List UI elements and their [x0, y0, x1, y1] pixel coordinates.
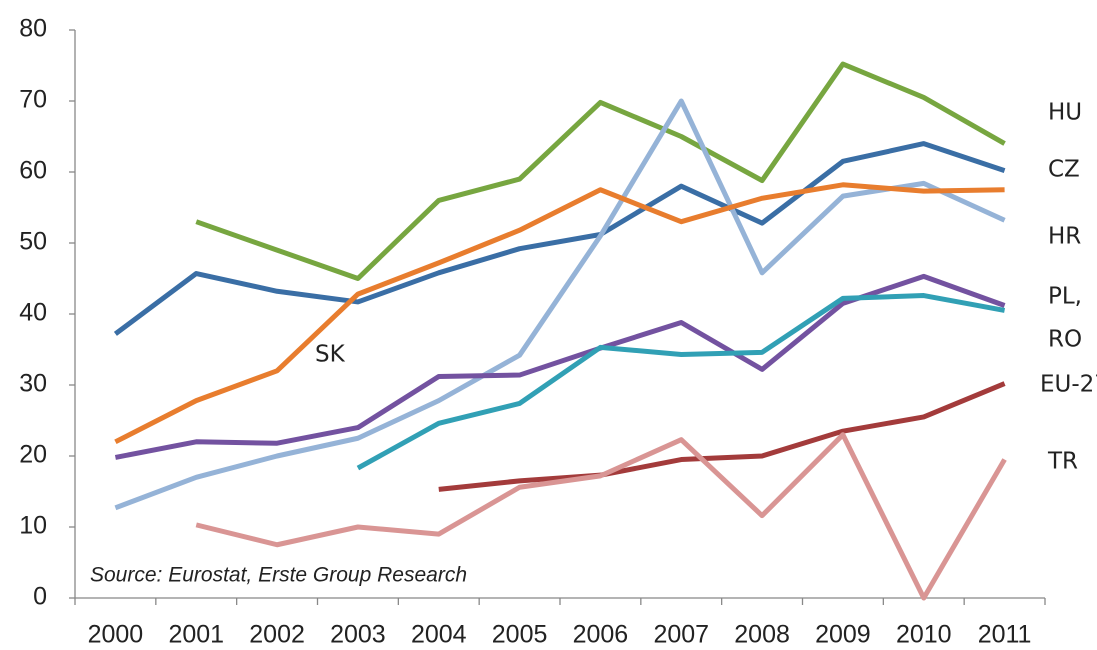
- series-label: HU: [1048, 100, 1082, 126]
- series-line: [114, 182, 1005, 445]
- series-label: HR: [1048, 224, 1081, 250]
- x-tick-label: 2000: [88, 621, 144, 649]
- x-tick-label: 2002: [249, 621, 305, 649]
- y-tick-label: 20: [19, 441, 47, 469]
- series-label: SK: [315, 342, 346, 368]
- series-line: [438, 381, 1006, 492]
- series-line: [114, 273, 1006, 460]
- y-tick-label: 0: [33, 583, 47, 611]
- series-label: RO: [1048, 327, 1082, 353]
- y-tick-label: 60: [19, 157, 47, 185]
- y-tick-label: 80: [19, 15, 47, 43]
- y-tick-label: 70: [19, 86, 47, 114]
- y-tick-label: 30: [19, 370, 47, 398]
- x-tick-label: 2003: [330, 621, 386, 649]
- series-label: PL,: [1048, 284, 1082, 310]
- series-line: [195, 61, 1006, 281]
- series-label: TR: [1047, 449, 1078, 475]
- series-label: CZ: [1048, 157, 1080, 183]
- x-tick-label: 2004: [411, 621, 467, 649]
- series-line: [114, 98, 1006, 511]
- x-tick-label: 2008: [734, 621, 790, 649]
- series-line: [195, 432, 1007, 601]
- series-line: [356, 293, 1006, 471]
- y-tick-label: 40: [19, 299, 47, 327]
- x-tick-label: 2006: [573, 621, 629, 649]
- source-note: Source: Eurostat, Erste Group Research: [90, 564, 467, 587]
- x-tick-label: 2001: [168, 621, 224, 649]
- series-label: EU-27: [1040, 372, 1097, 398]
- series-line: [113, 141, 1006, 336]
- x-tick-label: 2009: [815, 621, 871, 649]
- x-tick-label: 2005: [492, 621, 548, 649]
- y-tick-label: 10: [19, 512, 47, 540]
- x-tick-label: 2007: [653, 621, 709, 649]
- x-tick-label: 2011: [978, 621, 1032, 649]
- y-tick-label: 50: [19, 228, 47, 256]
- x-tick-label: 2010: [896, 621, 952, 649]
